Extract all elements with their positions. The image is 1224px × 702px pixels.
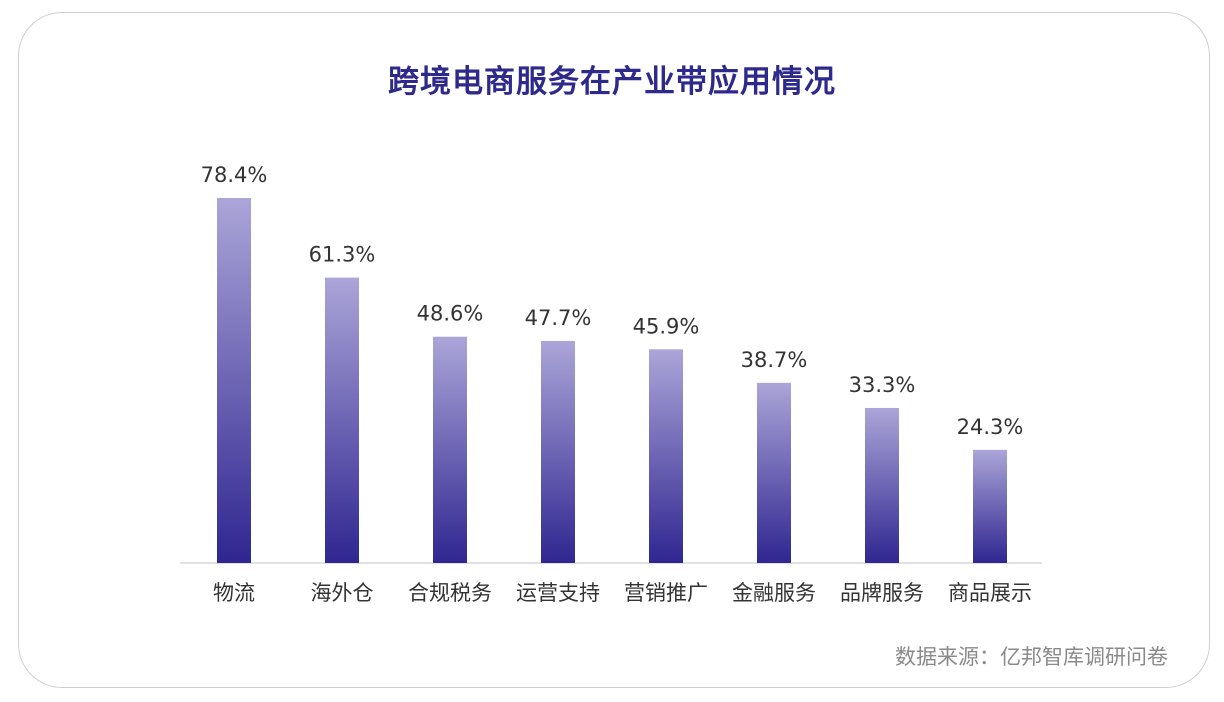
category-label-1: 物流 (213, 581, 255, 605)
value-label-8: 24.3% (957, 415, 1024, 439)
value-label-6: 38.7% (741, 348, 808, 372)
bar-8 (973, 449, 1007, 563)
value-label-1: 78.4% (201, 163, 268, 187)
chart-title: 跨境电商服务在产业带应用情况 (388, 64, 836, 100)
category-label-8: 商品展示 (948, 581, 1032, 605)
bar-1 (217, 198, 251, 563)
category-label-4: 运营支持 (516, 581, 600, 605)
value-label-3: 48.6% (417, 302, 484, 326)
category-label-3: 合规税务 (408, 581, 492, 605)
bar-2 (325, 277, 359, 563)
bar-5 (649, 349, 683, 563)
value-label-7: 33.3% (849, 373, 916, 397)
value-label-5: 45.9% (633, 314, 700, 338)
bar-3 (433, 336, 467, 563)
category-label-5: 营销推广 (624, 581, 708, 605)
bar-6 (757, 382, 791, 563)
category-label-6: 金融服务 (732, 581, 816, 605)
data-source-note: 数据来源：亿邦智库调研问卷 (895, 645, 1168, 669)
value-label-2: 61.3% (309, 243, 376, 267)
category-label-7: 品牌服务 (840, 581, 924, 605)
chart-card (18, 12, 1210, 688)
bar-4 (541, 340, 575, 563)
category-label-2: 海外仓 (311, 581, 374, 605)
value-label-4: 47.7% (525, 306, 592, 330)
bar-7 (865, 407, 899, 563)
